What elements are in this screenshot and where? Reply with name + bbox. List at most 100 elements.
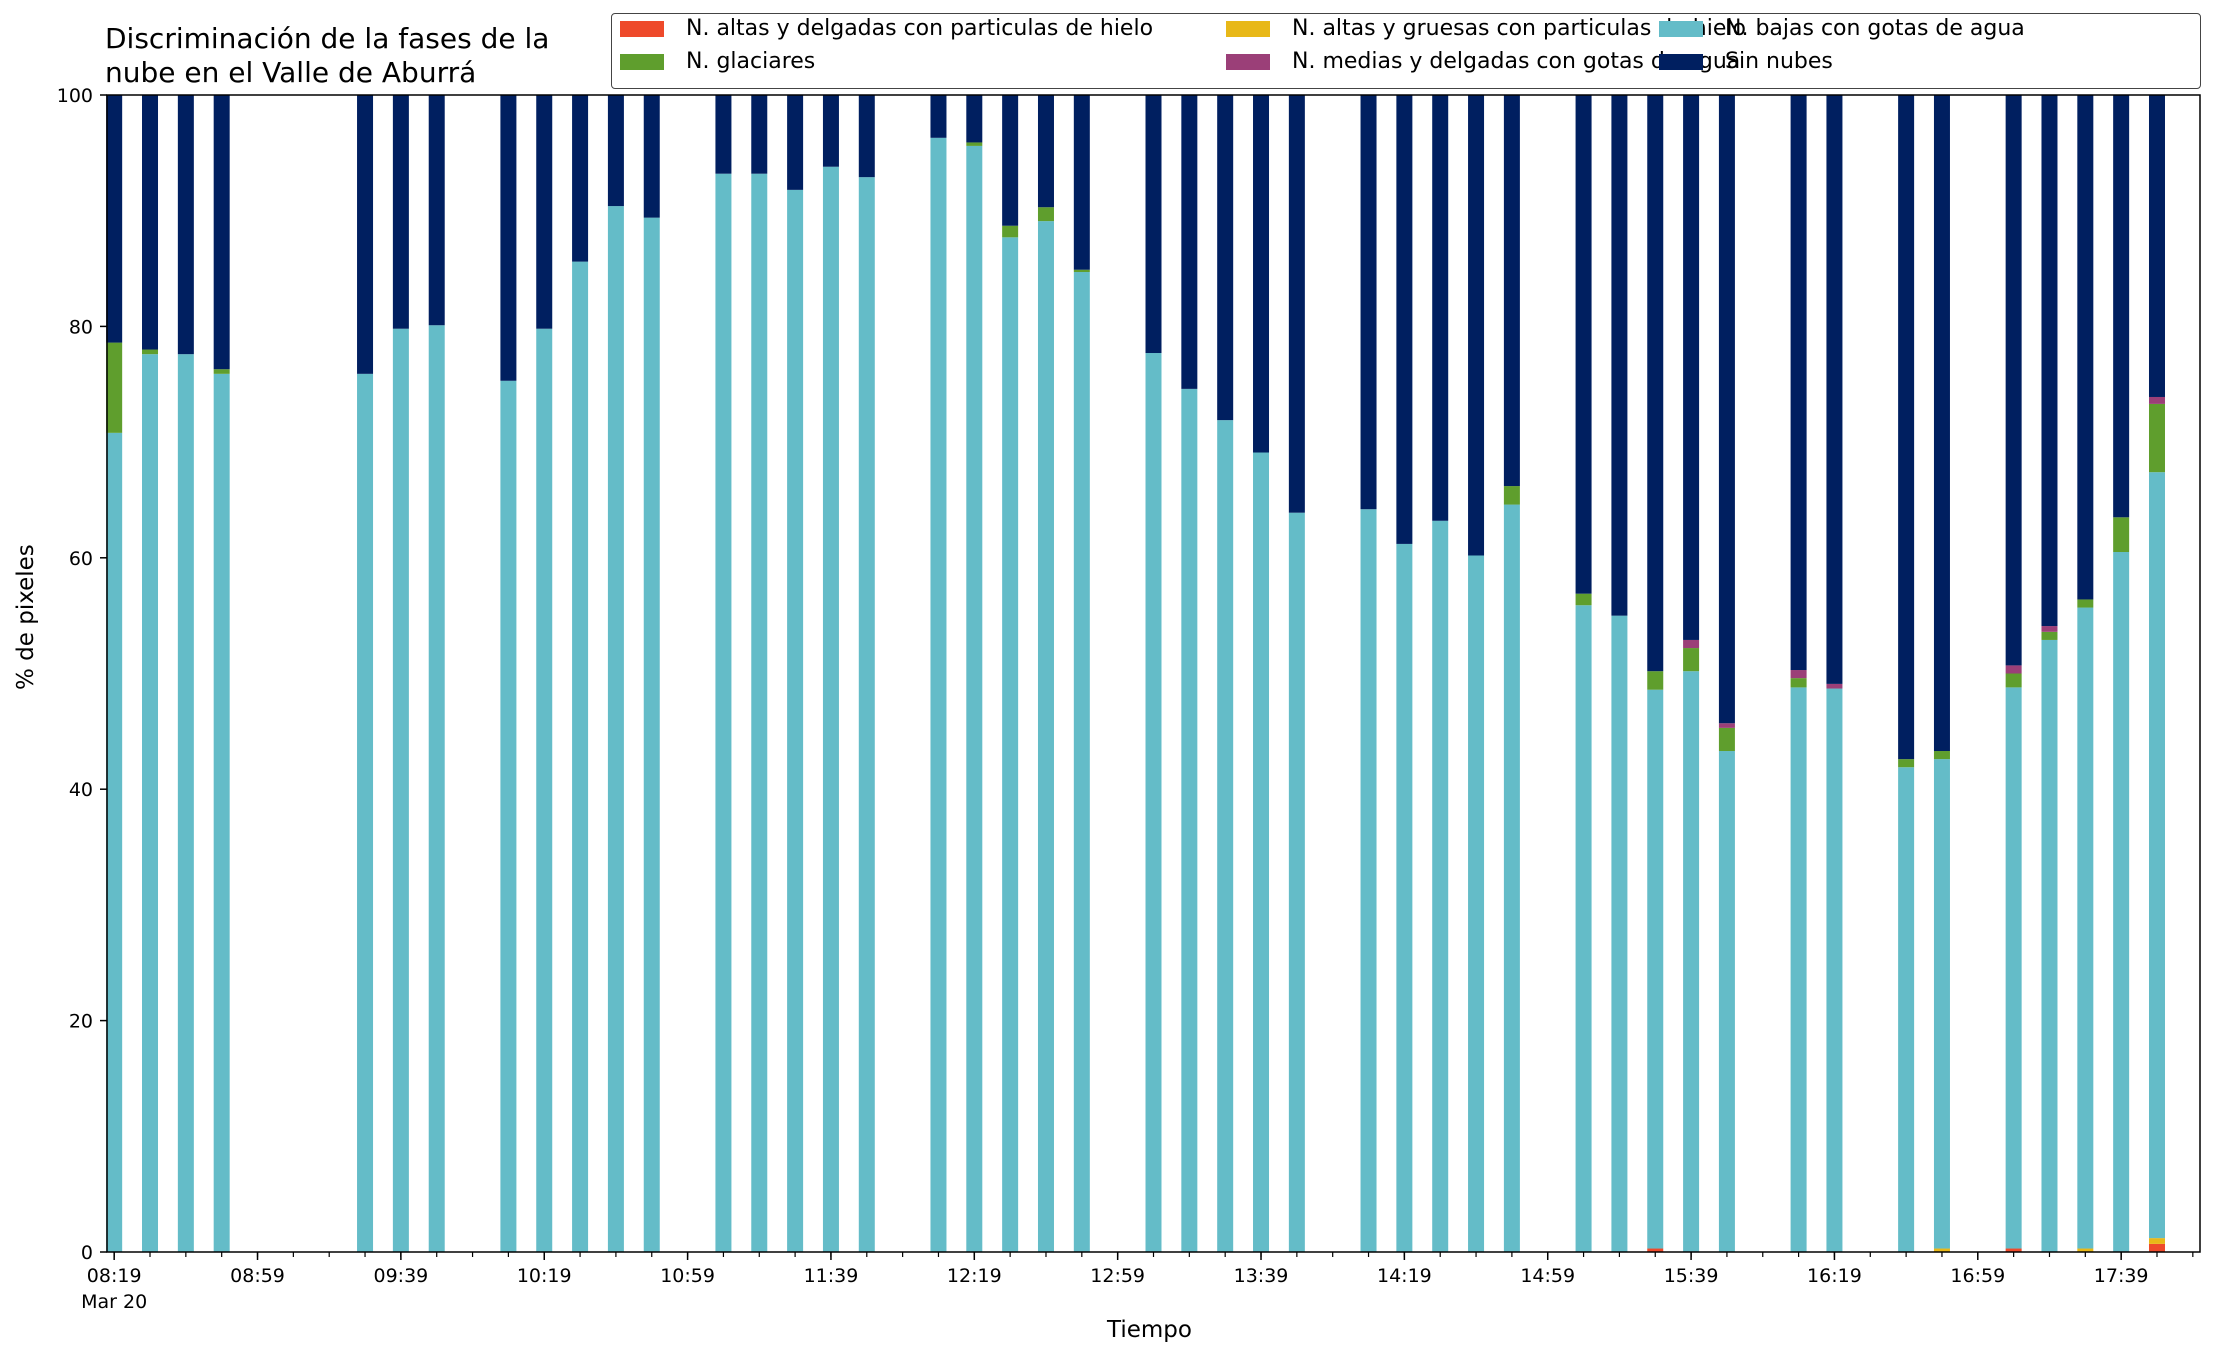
bar-segment-0849-s5 <box>213 95 230 370</box>
bar-segment-1749-s0 <box>2148 1243 2165 1252</box>
legend-item: N. altas y delgadas con particulas de hi… <box>620 16 1153 41</box>
bar-segment-1449-s2 <box>1503 504 1520 1253</box>
bar-segment-1549-s2 <box>1718 751 1735 1252</box>
x-tick-label: 10:19 <box>517 1265 572 1287</box>
bar-segment-0839-s5 <box>177 95 194 355</box>
bar-segment-1519-s2 <box>1611 615 1628 1252</box>
legend: N. altas y delgadas con particulas de hi… <box>611 13 2201 89</box>
bar-segment-1429-s5 <box>1432 95 1449 521</box>
legend-label: N. altas y delgadas con particulas de hi… <box>686 16 1154 41</box>
legend-swatch <box>1226 20 1270 37</box>
bar-segment-1509-s3 <box>1575 593 1592 606</box>
bar-segment-1619-s2 <box>1826 688 1843 1252</box>
bar-segment-0829-s3 <box>142 349 159 355</box>
bar-segment-1109-s5 <box>715 95 732 174</box>
x-tick-label: 16:59 <box>1950 1265 2005 1287</box>
bar-segment-1749-s2 <box>2148 472 2165 1239</box>
bar-segment-1619-s5 <box>1826 95 1843 684</box>
x-tick-label: 12:19 <box>947 1265 1002 1287</box>
bar-segment-0829-s2 <box>142 354 159 1252</box>
bar-segment-1309-s5 <box>1145 95 1162 354</box>
bar-segment-1029-s2 <box>572 261 589 1252</box>
bar-segment-1729-s5 <box>2077 95 2094 600</box>
y-tick-label: 0 <box>81 1242 93 1264</box>
bar-segment-1409-s5 <box>1360 95 1377 510</box>
bar-segment-1709-s5 <box>2005 95 2022 666</box>
bar-segment-0849-s2 <box>213 373 230 1253</box>
bar-segment-0949-s5 <box>428 95 445 326</box>
bar-segment-1539-s4 <box>1683 639 1700 649</box>
bar-segment-1049-s5 <box>643 95 660 218</box>
bar-segment-1739-s3 <box>2113 517 2130 553</box>
bar-segment-0939-s2 <box>392 328 409 1253</box>
y-tick-label: 20 <box>69 1011 93 1033</box>
bar-segment-1749-s5 <box>2148 95 2165 397</box>
bar-segment-1009-s2 <box>500 380 517 1252</box>
bar-segment-1039-s5 <box>607 95 624 207</box>
bar-segment-1209-s5 <box>930 95 947 138</box>
bar-segment-1319-s5 <box>1181 95 1198 389</box>
x-tick-label: 08:59 <box>230 1265 285 1287</box>
x-tick-label: 12:59 <box>1090 1265 1145 1287</box>
legend-label: N. bajas con gotas de agua <box>1725 16 2025 41</box>
bar-segment-1039-s2 <box>607 206 624 1252</box>
bar-segment-1549-s3 <box>1718 727 1735 752</box>
x-axis: 08:19 Mar 20 08:59 09:39 10:19 10:59 11:39 12:1… <box>81 1252 2194 1313</box>
bar-segment-1119-s5 <box>751 95 768 174</box>
bar-segment-1749-s4 <box>2148 396 2165 404</box>
x-tick-label: 14:19 <box>1377 1265 1432 1287</box>
bar-segment-1349-s5 <box>1288 95 1305 513</box>
bar-segment-1649-s2 <box>1933 759 1950 1249</box>
bar-segment-1339-s2 <box>1253 452 1270 1252</box>
bar-segment-0929-s5 <box>357 95 374 374</box>
bar-segment-1649-s1 <box>1933 1248 1950 1252</box>
bar-segment-1509-s5 <box>1575 95 1592 594</box>
bar-segment-1219-s3 <box>966 142 983 146</box>
bar-segment-1219-s5 <box>966 95 983 143</box>
bar-segment-1649-s5 <box>1933 95 1950 752</box>
legend-item: N. glaciares <box>620 49 815 74</box>
bar-segment-1229-s5 <box>1002 95 1019 226</box>
bar-segment-1729-s1 <box>2077 1248 2094 1252</box>
bar-segment-1129-s5 <box>787 95 804 190</box>
bar-segment-1029-s5 <box>572 95 589 262</box>
bar-segment-1539-s5 <box>1683 95 1700 640</box>
bar-segment-1529-s0 <box>1647 1248 1664 1252</box>
bar-segment-1729-s3 <box>2077 599 2094 608</box>
y-tick-label: 100 <box>57 85 93 107</box>
bar-segment-1319-s2 <box>1181 388 1198 1252</box>
bar-segment-1639-s2 <box>1898 767 1915 1252</box>
bar-segment-1539-s2 <box>1683 671 1700 1252</box>
bar-segment-1549-s4 <box>1718 723 1735 728</box>
bar-segment-1609-s5 <box>1790 95 1807 671</box>
legend-item: N. bajas con gotas de agua <box>1659 16 2025 41</box>
bar-segment-1219-s2 <box>966 145 983 1252</box>
bar-segment-1149-s5 <box>858 95 875 178</box>
chart-title-line-2: nube en el Valle de Aburrá <box>105 56 477 89</box>
bar-segment-1529-s3 <box>1647 671 1664 690</box>
bar-segment-0819-s5 <box>106 95 123 343</box>
bar-segment-1419-s5 <box>1396 95 1413 544</box>
bar-segment-1329-s5 <box>1217 95 1234 421</box>
bar-segment-1749-s1 <box>2148 1238 2165 1244</box>
bar-segment-1249-s5 <box>1073 95 1090 270</box>
bar-segment-1409-s2 <box>1360 509 1377 1253</box>
bar-segment-1519-s5 <box>1611 95 1628 616</box>
bar-segment-1619-s4 <box>1826 683 1843 689</box>
bar-segment-1209-s2 <box>930 137 947 1252</box>
bar-segment-0819-s3 <box>106 342 123 433</box>
x-date-label: Mar 20 <box>81 1291 147 1313</box>
chart-title-line-1: Discriminación de la fases de la <box>105 22 550 55</box>
legend-item: Sin nubes <box>1659 49 1833 74</box>
bar-segment-1049-s2 <box>643 217 660 1252</box>
bar-segment-1709-s0 <box>2005 1248 2022 1252</box>
bar-segment-1119-s2 <box>751 173 768 1253</box>
x-tick-label: 16:19 <box>1807 1265 1862 1287</box>
legend-swatch <box>1226 53 1270 70</box>
bar-segment-0829-s5 <box>142 95 159 350</box>
bar-segment-1639-s5 <box>1898 95 1915 760</box>
bar-segment-1649-s3 <box>1933 751 1950 760</box>
bar-segment-1129-s2 <box>787 189 804 1252</box>
bar-segment-1239-s5 <box>1037 95 1054 208</box>
